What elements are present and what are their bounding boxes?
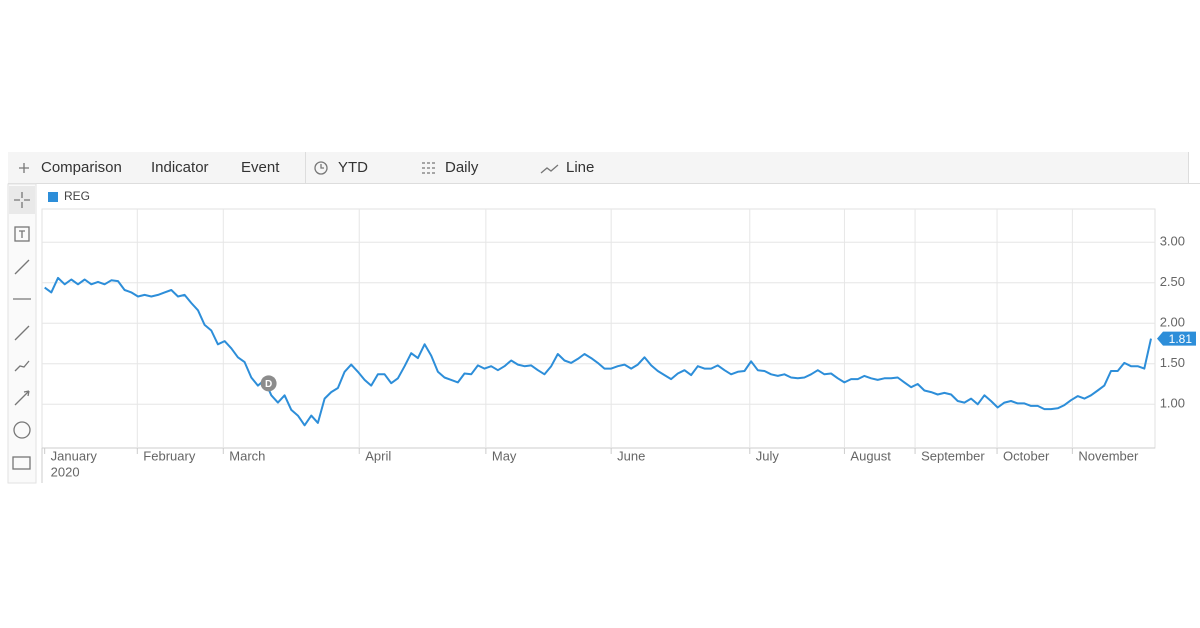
- y-tick-label: 2.00: [1160, 315, 1185, 330]
- interval-button[interactable]: Daily: [422, 159, 479, 176]
- style-label[interactable]: Line: [566, 159, 594, 176]
- tool-selected: [9, 186, 35, 214]
- plus-icon: [19, 163, 29, 173]
- event-button[interactable]: Event: [241, 159, 280, 176]
- rectangle-tool[interactable]: [12, 456, 31, 470]
- y-tick-label: 3.00: [1160, 234, 1185, 249]
- arrow-tool[interactable]: [14, 390, 30, 406]
- clock-icon: [314, 161, 328, 175]
- range-button[interactable]: YTD: [314, 159, 368, 176]
- x-tick-label: September: [921, 448, 985, 463]
- ray-tool[interactable]: [14, 325, 30, 341]
- x-year-label: 2020: [51, 464, 80, 479]
- x-tick-label: October: [1003, 448, 1050, 463]
- x-tick-label: July: [756, 448, 780, 463]
- comparison-label[interactable]: Comparison: [41, 159, 122, 176]
- circle-tool[interactable]: [13, 421, 31, 439]
- interval-icon: [422, 162, 436, 174]
- trend-line-tool[interactable]: [14, 259, 30, 275]
- line-icon: [540, 164, 559, 174]
- price-line: [44, 276, 1152, 427]
- tools: [12, 192, 31, 470]
- legend-swatch: [48, 192, 58, 202]
- text-tool[interactable]: [14, 226, 30, 242]
- last-value-label: 1.81: [1169, 332, 1193, 346]
- indicator-button[interactable]: Indicator: [151, 159, 209, 176]
- x-tick-label: February: [143, 448, 196, 463]
- x-tick-label: April: [365, 448, 391, 463]
- x-tick-label: November: [1078, 448, 1139, 463]
- y-tick-label: 1.50: [1160, 355, 1185, 370]
- event-marker[interactable]: D: [260, 375, 277, 392]
- comparison-button[interactable]: Comparison: [19, 159, 122, 176]
- y-tick-label: 2.50: [1160, 274, 1185, 289]
- event-dot: [260, 375, 277, 392]
- path-tool[interactable]: [14, 360, 30, 372]
- toolbar: [8, 152, 1188, 183]
- interval-label[interactable]: Daily: [445, 159, 479, 176]
- y-tick-label: 1.00: [1160, 396, 1185, 411]
- event-label: D: [265, 379, 272, 390]
- x-tick-label: January: [51, 448, 98, 463]
- x-tick-label: March: [229, 448, 265, 463]
- text-tool-glyph: [19, 230, 25, 238]
- crosshair-tool[interactable]: [14, 192, 30, 208]
- range-label[interactable]: YTD: [338, 159, 368, 176]
- legend-label: REG: [64, 189, 90, 203]
- style-button[interactable]: Line: [540, 159, 594, 176]
- x-tick-label: May: [492, 448, 517, 463]
- x-tick-label: August: [850, 448, 891, 463]
- last-value-badge: [1157, 331, 1196, 346]
- x-tick-label: June: [617, 448, 645, 463]
- clock-hands: [320, 164, 324, 169]
